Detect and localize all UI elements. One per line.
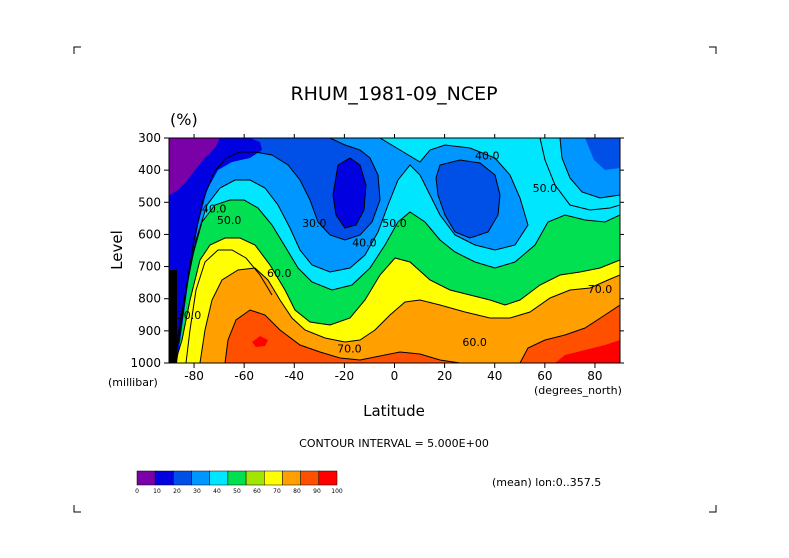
colorbar-label: 60 [253, 488, 261, 495]
x-axis: -80 -60 -40 -20 0 20 40 60 80 [184, 134, 603, 383]
band-20-30-northpole [585, 138, 620, 170]
colorbar-swatch [136, 470, 156, 486]
contour-label: 40.0 [202, 203, 227, 216]
y-axis: 300 400 500 600 700 800 900 1000 [130, 131, 624, 370]
contour-label: 70.0 [337, 343, 362, 356]
contour-label: 50.0 [217, 214, 242, 227]
colorbar-label: 50 [233, 488, 241, 495]
y-tick-label: 700 [138, 260, 161, 274]
y-units-label: (millibar) [108, 376, 158, 389]
colorbar-label: 30 [193, 488, 201, 495]
band-20-30-eq [436, 160, 500, 238]
y-tick-label: 800 [138, 292, 161, 306]
colorbar-label: 90 [313, 488, 321, 495]
contour-labels: 40.050.040.050.0 30.040.050.060.070.030.0… [177, 150, 612, 356]
contour-interval-text: CONTOUR INTERVAL = 5.000E+00 [299, 437, 489, 450]
colorbar-label: 80 [293, 488, 301, 495]
y-tick-label: 1000 [130, 356, 161, 370]
band-70-80 [200, 268, 620, 363]
colorbar-swatch [300, 470, 320, 486]
band-0-10 [169, 138, 220, 195]
band-10-20 [169, 138, 262, 363]
contour-label: 50.0 [533, 182, 558, 195]
contour-label: 50.0 [382, 217, 407, 230]
colorbar-swatch [227, 470, 247, 486]
chart-title: RHUM_1981-09_NCEP [290, 83, 497, 105]
contour-label: 30.0 [177, 309, 202, 322]
contour-label: 40.0 [352, 236, 377, 249]
x-tick-label: 40 [487, 369, 502, 383]
band-80-90 [225, 310, 460, 363]
x-units-label: (degrees_north) [534, 384, 622, 397]
colorbar-swatch [318, 470, 338, 486]
colorbar-label: 100 [331, 488, 343, 495]
colorbar-label: 0 [135, 488, 139, 495]
colorbar-swatch [245, 470, 265, 486]
contour-label: 30.0 [302, 217, 327, 230]
units-label: (%) [170, 110, 198, 129]
colorbar-swatch [282, 470, 301, 486]
contour-label: 60.0 [267, 267, 292, 280]
colorbar-swatch [154, 470, 174, 486]
x-axis-label: Latitude [363, 402, 425, 420]
y-tick-label: 900 [138, 324, 161, 338]
corner-marks [73, 46, 717, 513]
contour-lines [171, 138, 620, 363]
x-tick-label: 80 [587, 369, 602, 383]
band-black-edge [169, 270, 177, 363]
colorbar-swatch [209, 470, 229, 486]
x-tick-label: 20 [437, 369, 452, 383]
contour-label: 70.0 [588, 283, 613, 296]
x-tick-label: -80 [184, 369, 204, 383]
colorbar-swatch [191, 470, 210, 486]
x-tick-label: 60 [537, 369, 552, 383]
colorbar: 0 10 20 30 40 50 60 70 80 90 100 [135, 470, 343, 495]
colorbar-label: 40 [213, 488, 221, 495]
contour-label: 40.0 [475, 150, 500, 163]
x-tick-label: 0 [391, 369, 399, 383]
y-tick-label: 500 [138, 195, 161, 209]
plot-area: 40.050.040.050.0 30.040.050.060.070.030.0… [169, 138, 620, 363]
y-tick-label: 400 [138, 163, 161, 177]
contour-label: 60.0 [462, 336, 487, 349]
band-20-30 [169, 138, 380, 363]
band-90-100 [252, 336, 268, 347]
band-90-100-b [555, 340, 620, 363]
colorbar-swatch [173, 470, 192, 486]
x-tick-label: -60 [234, 369, 254, 383]
y-tick-label: 600 [138, 227, 161, 241]
colorbar-label: 10 [153, 488, 161, 495]
y-tick-label: 300 [138, 131, 161, 145]
y-axis-label: Level [108, 230, 126, 270]
colorbar-label: 20 [173, 488, 181, 495]
x-tick-label: -40 [284, 369, 304, 383]
colorbar-label: 70 [273, 488, 281, 495]
colorbar-swatch [264, 470, 283, 486]
mean-text: (mean) lon:0..357.5 [492, 476, 601, 489]
x-tick-label: -20 [335, 369, 355, 383]
band-10-20-sh [333, 158, 366, 228]
